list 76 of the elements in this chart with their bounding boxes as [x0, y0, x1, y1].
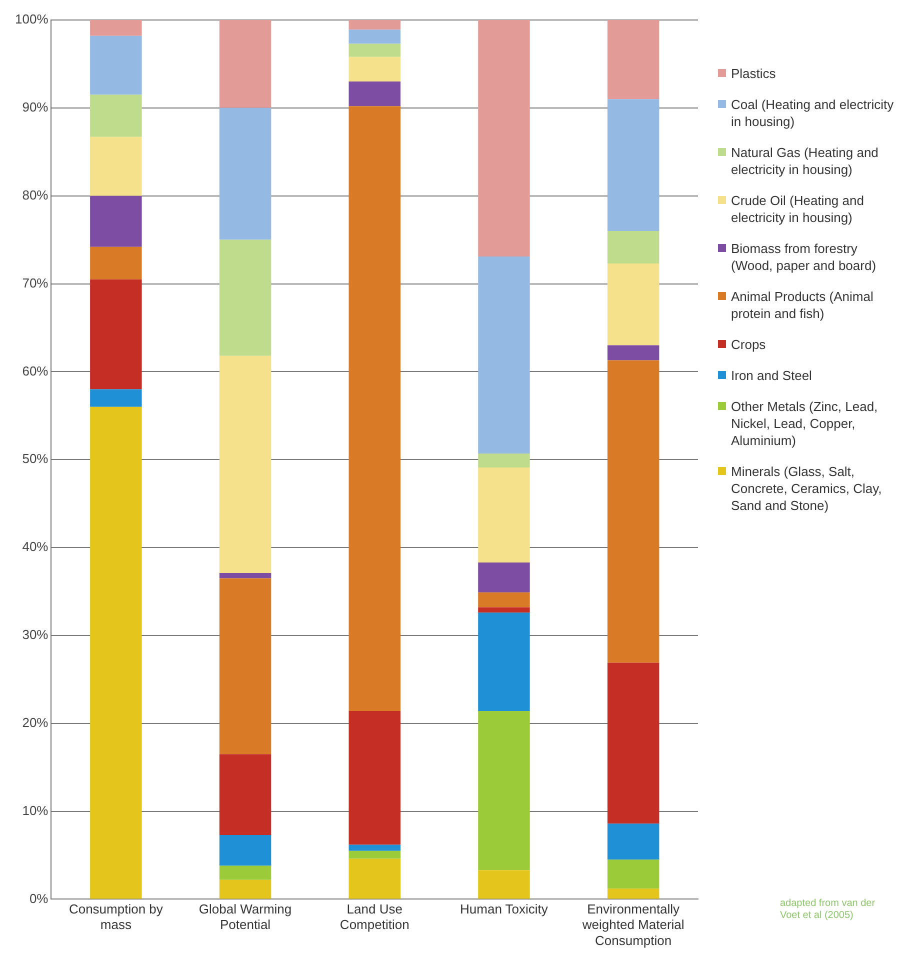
bar [90, 279, 142, 390]
y-tick-label: 60% [22, 363, 49, 378]
bar [478, 20, 530, 257]
legend-label: Biomass from forestry (Wood, paper and board) [731, 240, 878, 274]
y-tick-label: 40% [22, 539, 49, 554]
bar [478, 468, 530, 562]
bar [90, 389, 142, 407]
bar [219, 835, 272, 866]
y-tick-label: 100% [15, 12, 49, 27]
bar [90, 36, 142, 95]
x-tick-label: Land Use Competition [340, 902, 410, 932]
bar [219, 866, 272, 880]
bar [478, 870, 530, 899]
x-tick-label: Consumption by mass [68, 902, 164, 932]
y-tick-label: 70% [22, 275, 49, 290]
bar [90, 20, 142, 36]
bar [348, 44, 400, 57]
bar [607, 345, 660, 360]
bar [90, 246, 142, 280]
bar [348, 82, 400, 106]
bar [607, 360, 660, 663]
bar [219, 240, 272, 356]
bar [90, 136, 142, 196]
legend-label: Plastics [731, 65, 776, 82]
bar [348, 56, 400, 82]
x-tick-label: Human Toxicity [460, 902, 548, 917]
bar [219, 573, 272, 578]
x-tick-label: Environmentally weighted Material Consumption [581, 902, 684, 948]
bar [607, 20, 660, 100]
bar [348, 850, 400, 859]
bar [607, 264, 660, 346]
bar [478, 562, 530, 592]
bar [90, 196, 142, 247]
text: adapted from van der Voet et al (2005) [780, 898, 876, 922]
bar [478, 711, 530, 870]
bar [219, 356, 272, 574]
legend-label: Other Metals (Zinc, Lead, Nickel, Lead, Copper, Aluminium) [731, 398, 879, 449]
legend-label: Crude Oil (Heating and electricity in housing) [731, 192, 865, 226]
legend-label: Natural Gas (Heating and electricity in housing) [731, 144, 880, 178]
y-tick-label: 50% [22, 451, 49, 466]
bar [607, 99, 660, 232]
legend-label: Minerals (Glass, Salt, Concrete, Ceramics, Clay, Sand and Stone) [731, 463, 883, 514]
legend-label: Crops [731, 336, 766, 353]
bar [348, 30, 400, 44]
bar [478, 612, 530, 712]
bar [219, 754, 272, 836]
y-tick-label: 80% [22, 187, 49, 202]
bar [607, 860, 660, 889]
bar [348, 106, 400, 712]
bar [607, 231, 660, 264]
bar [348, 858, 400, 899]
bar [219, 578, 272, 754]
legend-label: Coal (Heating and electricity in housing) [731, 96, 895, 130]
x-tick-label: Global Warming Potential [198, 902, 292, 932]
bar [90, 406, 142, 899]
bar [478, 592, 530, 608]
legend-label: Animal Products (Animal protein and fish) [731, 288, 874, 322]
bar [478, 607, 530, 613]
bar [607, 824, 660, 860]
y-tick-label: 20% [22, 714, 49, 730]
bar [478, 256, 530, 454]
bar [607, 662, 660, 824]
bar [478, 453, 530, 468]
y-tick-label: 90% [22, 100, 49, 114]
bar [348, 20, 400, 30]
bar [90, 94, 142, 137]
bar [219, 108, 272, 240]
bar [219, 880, 272, 899]
y-tick-label: 30% [22, 627, 49, 642]
bar [348, 711, 400, 845]
bar [607, 888, 660, 899]
bar [219, 20, 272, 108]
y-tick-label: 0% [29, 890, 49, 906]
y-tick-label: 10% [22, 802, 49, 818]
legend-label: Iron and Steel [731, 367, 812, 384]
bar [348, 844, 400, 851]
